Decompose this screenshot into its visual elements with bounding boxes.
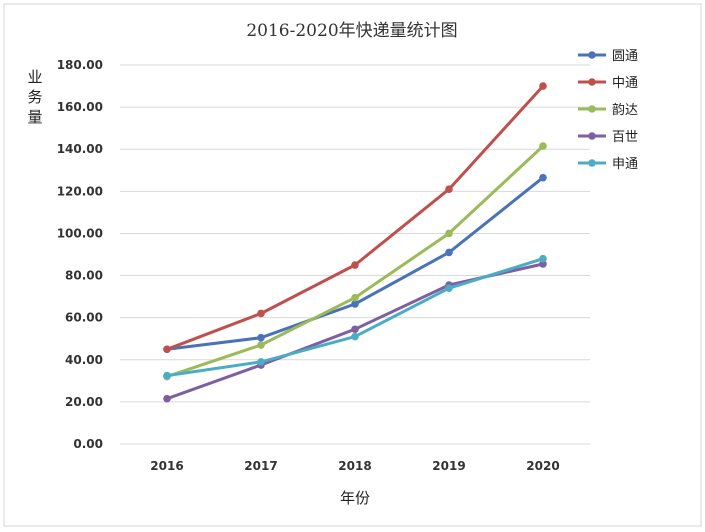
data-point [257, 333, 265, 342]
data-point [351, 261, 359, 269]
x-axis-ticks: 2016 2017 2018 2019 2020 [150, 459, 559, 473]
x-tick-label: 2019 [432, 459, 465, 473]
y-axis-label-text: 业务量 [27, 68, 42, 126]
data-point [445, 185, 453, 194]
grid-lines [120, 64, 590, 445]
legend-label: 百世 [612, 130, 638, 145]
y-axis-ticks: 0.00 20.00 40.00 60.00 80.00 100.00 120.00 140.… [57, 58, 103, 451]
legend-marker [588, 105, 596, 113]
series-2 [163, 82, 547, 354]
data-point [351, 300, 359, 308]
data-point [351, 332, 359, 341]
y-tick-label: 20.00 [65, 395, 103, 409]
data-point [445, 229, 453, 238]
y-tick-label: 140.00 [57, 142, 103, 156]
data-point [163, 371, 171, 380]
y-tick-label: 60.00 [65, 311, 103, 325]
data-point [539, 82, 547, 90]
legend-label: 圆通 [612, 49, 638, 64]
x-tick-label: 2016 [150, 459, 183, 473]
data-point [257, 309, 265, 318]
legend-item: 韵达 [578, 103, 638, 118]
data-point [163, 345, 171, 354]
legend-marker [588, 78, 596, 86]
data-point [445, 284, 453, 292]
data-point [539, 254, 547, 263]
y-tick-label: 100.00 [57, 226, 103, 240]
data-point [257, 341, 265, 349]
y-tick-label: 160.00 [57, 100, 103, 114]
data-point [163, 394, 171, 403]
y-tick-label: 80.00 [65, 269, 103, 283]
data-point [351, 325, 359, 334]
y-tick-label: 180.00 [57, 58, 103, 72]
data-point [539, 142, 547, 150]
legend-marker [588, 132, 596, 140]
data-point [351, 293, 359, 302]
y-tick-label: 120.00 [57, 184, 103, 198]
legend-item: 中通 [578, 76, 638, 91]
x-tick-label: 2020 [526, 459, 559, 473]
data-point [257, 358, 265, 366]
y-tick-label: 0.00 [73, 437, 103, 451]
legend-item: 圆通 [578, 49, 638, 64]
x-axis-label: 年份 [340, 489, 370, 507]
legend-item: 百世 [578, 130, 638, 145]
legend-item: 申通 [578, 157, 638, 172]
legend-label: 申通 [612, 157, 638, 172]
chart-title: 2016-2020年快递量统计图 [246, 21, 457, 41]
x-tick-label: 2017 [244, 459, 277, 473]
legend-label: 中通 [612, 76, 638, 91]
y-tick-label: 40.00 [65, 353, 103, 367]
legend-marker [588, 51, 596, 59]
series-group [163, 82, 547, 403]
y-axis-label: 业务量 [27, 68, 42, 126]
x-tick-label: 2018 [338, 459, 371, 473]
legend-label: 韵达 [612, 103, 638, 118]
data-point [539, 260, 547, 268]
data-point [539, 173, 547, 182]
data-point [445, 248, 453, 257]
series-5 [163, 254, 547, 380]
legend-marker [588, 159, 596, 167]
